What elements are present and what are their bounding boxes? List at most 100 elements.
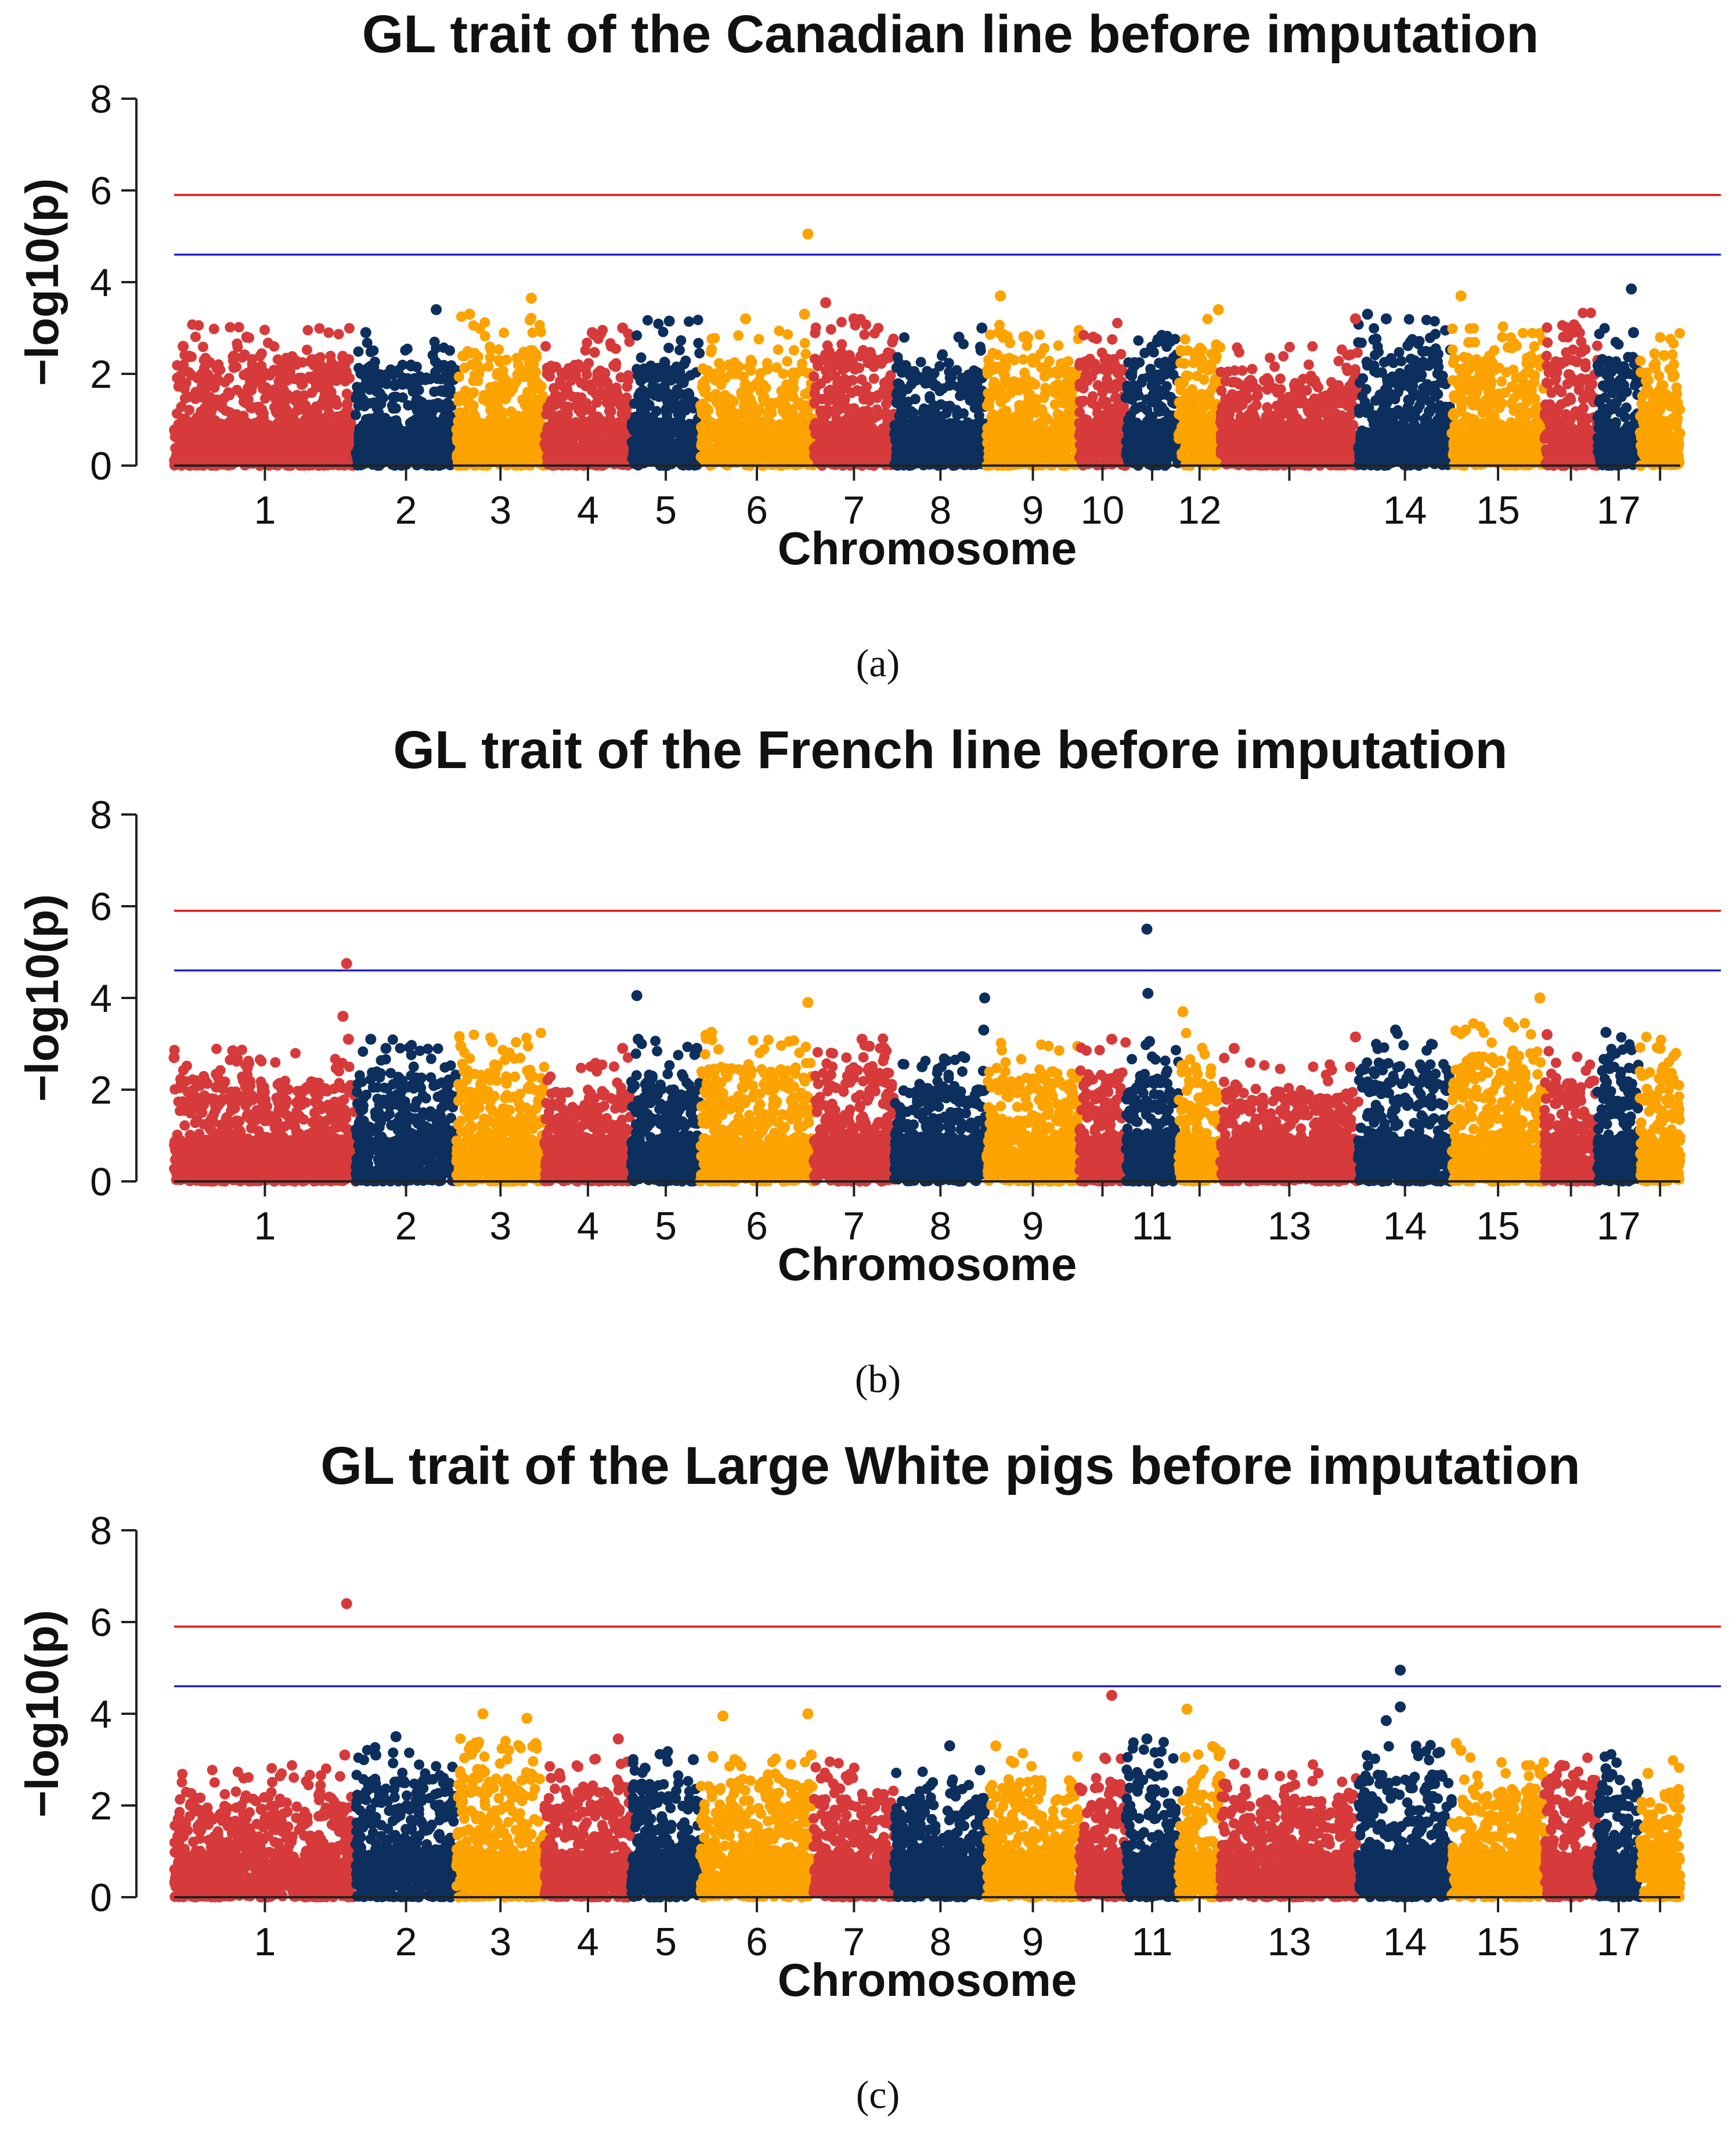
snp-point — [333, 449, 344, 460]
snp-point — [744, 446, 755, 457]
snp-point — [856, 374, 867, 385]
snp-point — [611, 343, 621, 354]
snp-point — [208, 323, 219, 334]
snp-point — [543, 425, 554, 436]
snp-point — [1062, 394, 1073, 405]
snp-point — [472, 361, 483, 372]
snp-point — [469, 348, 480, 359]
snp-point — [995, 450, 1006, 461]
snp-point — [439, 424, 450, 435]
snp-point — [546, 399, 557, 410]
snp-point — [485, 341, 495, 352]
snp-point — [794, 449, 805, 460]
snp-point — [958, 408, 969, 419]
scatter-points — [169, 228, 1686, 471]
snp-point — [457, 351, 468, 362]
snp-point — [607, 422, 618, 433]
snp-point — [703, 443, 714, 454]
snp-point — [760, 429, 771, 440]
snp-point — [891, 362, 902, 373]
snp-point — [397, 435, 408, 446]
snp-point — [1049, 420, 1060, 431]
snp-point — [825, 386, 836, 397]
snp-point — [638, 363, 649, 374]
snp-point — [318, 444, 329, 455]
snp-point — [892, 352, 903, 363]
snp-point — [568, 431, 579, 442]
snp-point — [800, 388, 811, 399]
snp-point — [465, 419, 477, 430]
snp-point — [431, 343, 442, 354]
snp-point — [298, 404, 309, 415]
snp-point — [867, 438, 878, 449]
snp-point — [259, 325, 270, 336]
snp-point — [178, 447, 189, 458]
snp-point — [526, 401, 537, 412]
snp-point — [214, 419, 225, 430]
snp-point — [694, 348, 705, 359]
snp-point — [619, 405, 630, 416]
snp-point — [876, 358, 887, 369]
snp-point — [293, 444, 304, 455]
snp-point — [729, 357, 740, 368]
snp-point — [305, 356, 316, 367]
snp-point — [195, 418, 205, 429]
snp-point — [237, 452, 248, 463]
snp-point — [323, 327, 334, 338]
snp-point — [318, 383, 329, 394]
snp-point — [643, 401, 654, 412]
snp-point — [773, 344, 784, 355]
snp-point — [421, 417, 432, 428]
snp-point — [275, 369, 286, 380]
snp-point — [774, 399, 785, 410]
snp-point — [745, 365, 756, 376]
snp-point — [387, 450, 398, 461]
snp-point — [306, 410, 317, 421]
snp-point — [363, 434, 374, 445]
snp-point — [567, 366, 578, 377]
snp-point — [211, 377, 222, 388]
snp-point — [823, 395, 833, 406]
snp-point — [555, 420, 566, 431]
snp-point — [774, 419, 785, 430]
snp-point — [717, 372, 728, 383]
snp-point — [458, 441, 469, 452]
snp-point — [459, 362, 470, 373]
snp-point — [189, 428, 200, 439]
snp-point — [579, 420, 589, 431]
snp-point — [252, 449, 264, 460]
snp-point — [486, 442, 497, 453]
snp-point — [925, 449, 936, 460]
snp-point — [576, 392, 587, 403]
snp-point — [473, 444, 484, 454]
snp-point — [880, 390, 891, 401]
snp-point — [655, 448, 666, 459]
snp-point — [536, 381, 547, 392]
snp-point — [205, 392, 216, 403]
snp-point — [640, 438, 651, 449]
snp-point — [1009, 355, 1020, 366]
snp-point — [289, 373, 300, 384]
snp-point — [1033, 424, 1044, 435]
snp-point — [610, 446, 621, 457]
snp-point — [190, 331, 201, 343]
snp-point — [937, 349, 948, 360]
snp-point — [260, 393, 270, 404]
snp-point — [270, 428, 281, 439]
snp-point — [679, 429, 690, 440]
snp-point — [580, 381, 591, 391]
snp-point — [339, 367, 350, 379]
snp-point — [985, 329, 995, 340]
snp-point — [799, 338, 810, 349]
snp-point — [659, 373, 670, 383]
snp-point — [833, 417, 844, 428]
snp-point — [483, 361, 494, 372]
snp-point — [233, 322, 244, 333]
snp-point — [915, 356, 926, 367]
snp-point — [203, 369, 214, 380]
snp-point — [733, 330, 744, 341]
snp-point — [822, 447, 833, 458]
snp-point — [232, 384, 243, 395]
snp-point — [392, 421, 403, 433]
